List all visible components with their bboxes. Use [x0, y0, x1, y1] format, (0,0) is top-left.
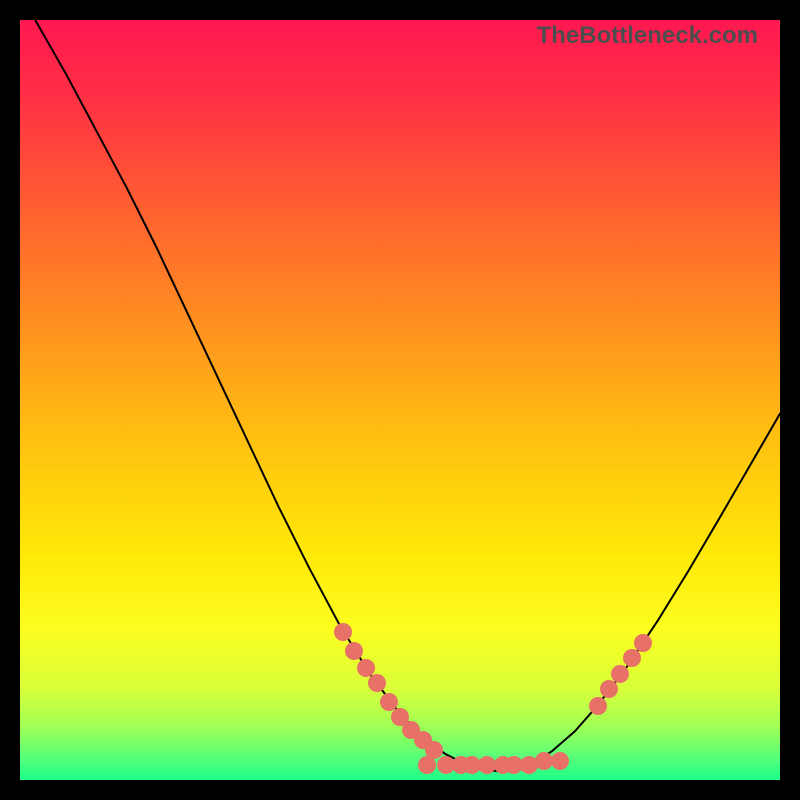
plot-area	[20, 20, 780, 780]
curve-marker	[600, 680, 618, 698]
curve-marker	[368, 674, 386, 692]
curve-marker	[418, 756, 436, 774]
curve-marker	[334, 623, 352, 641]
curve-layer	[20, 20, 780, 780]
bottleneck-curve	[35, 20, 780, 771]
curve-marker	[634, 634, 652, 652]
chart-frame: TheBottleneck.com	[0, 0, 800, 800]
curve-marker	[345, 642, 363, 660]
curve-marker	[589, 697, 607, 715]
curve-marker	[611, 665, 629, 683]
watermark-text: TheBottleneck.com	[537, 22, 758, 50]
curve-marker	[551, 752, 569, 770]
curve-marker	[623, 649, 641, 667]
